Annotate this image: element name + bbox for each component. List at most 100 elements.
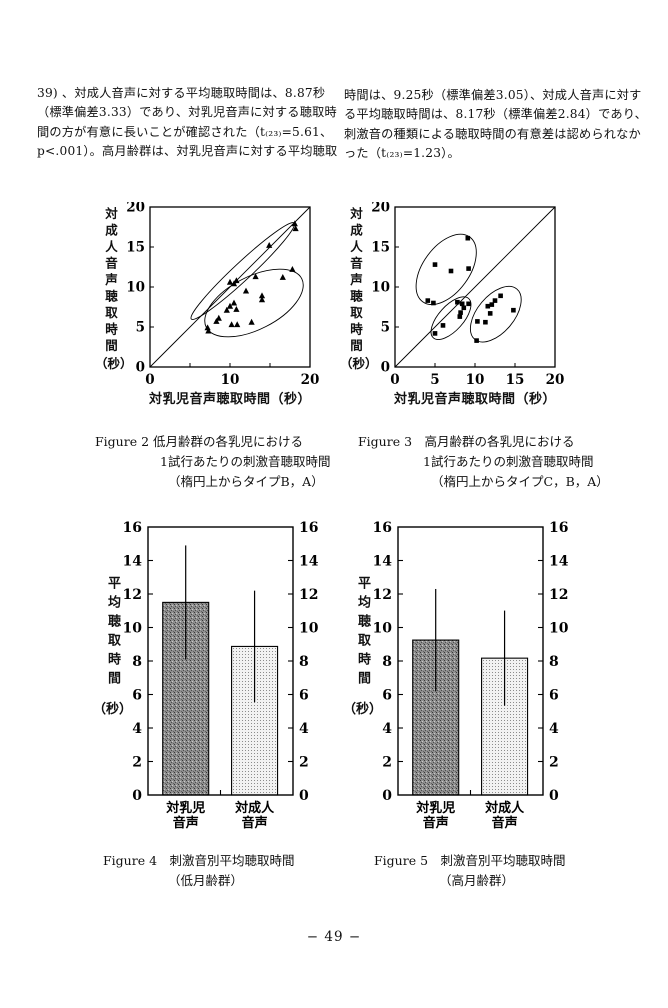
svg-text:14: 14 — [123, 553, 143, 569]
svg-text:10: 10 — [123, 620, 143, 636]
svg-text:2: 2 — [132, 754, 142, 770]
svg-text:20: 20 — [371, 202, 390, 216]
svg-text:14: 14 — [549, 553, 569, 569]
svg-text:0: 0 — [136, 360, 145, 376]
svg-text:音声: 音声 — [173, 815, 199, 831]
svg-text:対乳児: 対乳児 — [165, 800, 205, 816]
svg-text:音声: 音声 — [242, 815, 268, 831]
svg-text:10: 10 — [299, 620, 319, 636]
svg-text:8: 8 — [549, 654, 559, 670]
svg-text:14: 14 — [373, 553, 393, 569]
figure3-y-axis-label: 対成人音声聴取時間 — [348, 207, 363, 356]
svg-text:2: 2 — [549, 754, 559, 770]
svg-text:10: 10 — [549, 620, 569, 636]
svg-text:20: 20 — [546, 372, 565, 388]
caption-line: 1試行あたりの刺激音聴取時間 — [423, 454, 594, 469]
svg-text:5: 5 — [381, 320, 390, 336]
page-number: − 49 − — [306, 929, 362, 945]
svg-text:8: 8 — [382, 654, 392, 670]
caption-line: 1試行あたりの刺激音聴取時間 — [160, 454, 331, 469]
svg-text:0: 0 — [299, 788, 309, 804]
svg-text:6: 6 — [132, 687, 142, 703]
figure2-scatter-chart: 対成人音声聴取時間 （秒） 0 10 20 0 5 10 15 20 対乳児音声聴取時間（秒） — [95, 198, 345, 438]
figure3-plot-area: 0 5 10 15 20 0 5 10 15 20 — [371, 202, 565, 388]
figure3-y-axis-unit: （秒） — [340, 356, 378, 371]
figure5-bar-chart: 平均聴取時間 （秒） 0 0 2 2 4 4 6 6 8 8 10 10 12 12 14 14 16 16 対乳児… — [310, 518, 600, 863]
svg-text:対乳児: 対乳児 — [415, 800, 455, 816]
svg-text:4: 4 — [132, 721, 142, 737]
svg-text:8: 8 — [299, 654, 309, 670]
svg-text:10: 10 — [221, 372, 240, 388]
text-line: った（t₍₂₃₎=1.23）。 — [344, 146, 460, 161]
svg-text:0: 0 — [382, 788, 392, 804]
text-line: （標準偏差3.33）であり、対乳児音声に対する聴取時 — [37, 105, 337, 120]
text-column-right: 時間は、9.25秒（標準偏差3.05）、対成人音声に対す る平均聴取時間は、8.… — [344, 86, 648, 164]
figure5-y-axis-unit: （秒） — [343, 702, 383, 717]
text-line: 39) 、対成人音声に対する平均聴取時間は、8.87秒 — [37, 86, 326, 100]
svg-text:12: 12 — [123, 587, 142, 603]
svg-text:14: 14 — [299, 553, 319, 569]
svg-text:6: 6 — [549, 687, 559, 703]
svg-text:8: 8 — [132, 654, 142, 670]
svg-text:12: 12 — [299, 587, 318, 603]
svg-text:0: 0 — [549, 788, 559, 804]
figure2-caption: Figure 2 低月齢群の各乳児における 1試行あたりの刺激音聴取時間 （楕円… — [95, 432, 330, 492]
caption-line: Figure 4 刺激音別平均聴取時間 — [103, 853, 295, 868]
caption-line: （楕円上からタイプC，B，A） — [431, 474, 609, 489]
svg-text:4: 4 — [299, 721, 309, 737]
caption-line: （高月齢群） — [439, 873, 515, 888]
figure2-y-axis-label: 対成人音声聴取時間 — [103, 207, 118, 356]
caption-line: Figure 3 高月齢群の各乳児における — [358, 434, 575, 449]
svg-text:20: 20 — [126, 202, 145, 216]
svg-text:4: 4 — [382, 721, 392, 737]
svg-text:10: 10 — [373, 620, 393, 636]
text-line: る平均聴取時間は、8.17秒（標準偏差2.84）であり、 — [344, 107, 648, 122]
figure4-y-axis-unit: （秒） — [93, 702, 133, 717]
svg-text:15: 15 — [126, 240, 145, 256]
caption-line: Figure 2 低月齢群の各乳児における — [95, 434, 303, 449]
svg-text:10: 10 — [466, 372, 485, 388]
figure4-bar-chart: 平均聴取時間 （秒） 0 0 2 2 4 4 6 6 8 8 10 10 12 12 14 14 16 16 対乳児… — [60, 518, 350, 863]
caption-line: Figure 5 刺激音別平均聴取時間 — [374, 853, 566, 868]
svg-text:音声: 音声 — [423, 815, 449, 831]
svg-text:16: 16 — [373, 520, 392, 536]
svg-text:対成人: 対成人 — [484, 800, 525, 816]
figure2-plot-area: 0 10 20 0 5 10 15 20 — [126, 202, 320, 388]
svg-text:0: 0 — [381, 360, 390, 376]
svg-text:12: 12 — [549, 587, 568, 603]
svg-text:5: 5 — [136, 320, 145, 336]
figure3-x-axis-label: 対乳児音声聴取時間（秒） — [393, 392, 556, 407]
svg-text:10: 10 — [126, 280, 145, 296]
caption-line: （楕円上からタイプB，A） — [168, 474, 324, 489]
svg-text:2: 2 — [382, 754, 392, 770]
text-line: 時間は、9.25秒（標準偏差3.05）、対成人音声に対す — [344, 88, 642, 102]
figure5-y-axis-label: 平均聴取時間 — [355, 576, 370, 690]
figure4-y-axis-label: 平均聴取時間 — [105, 576, 120, 690]
svg-text:16: 16 — [549, 520, 568, 536]
figure3-scatter-chart: 対成人音声聴取時間 （秒） 0 5 10 15 20 0 5 10 15 20 対乳児音声聴取時間… — [340, 198, 590, 438]
svg-text:対成人: 対成人 — [234, 800, 275, 816]
figure3-caption: Figure 3 高月齢群の各乳児における 1試行あたりの刺激音聴取時間 （楕円… — [358, 432, 609, 492]
figure4-caption: Figure 4 刺激音別平均聴取時間 （低月齢群） — [103, 851, 295, 891]
figure2-x-axis-label: 対乳児音声聴取時間（秒） — [148, 392, 311, 407]
text-column-left: 39) 、対成人音声に対する平均聴取時間は、8.87秒 （標準偏差3.33）であ… — [37, 84, 339, 162]
svg-text:12: 12 — [373, 587, 392, 603]
svg-text:15: 15 — [506, 372, 525, 388]
svg-text:16: 16 — [123, 520, 142, 536]
figure2-y-axis-unit: （秒） — [95, 356, 133, 371]
caption-line: （低月齢群） — [168, 873, 244, 888]
figure5-caption: Figure 5 刺激音別平均聴取時間 （高月齢群） — [374, 851, 566, 891]
svg-text:10: 10 — [371, 280, 390, 296]
svg-text:2: 2 — [299, 754, 309, 770]
svg-text:20: 20 — [301, 372, 320, 388]
svg-text:6: 6 — [299, 687, 309, 703]
svg-text:15: 15 — [371, 240, 390, 256]
svg-text:4: 4 — [549, 721, 559, 737]
svg-text:音声: 音声 — [492, 815, 518, 831]
svg-text:6: 6 — [382, 687, 392, 703]
text-line: p<.001）。高月齢群は、対乳児音声に対する平均聴取 — [37, 144, 338, 159]
svg-text:0: 0 — [132, 788, 142, 804]
